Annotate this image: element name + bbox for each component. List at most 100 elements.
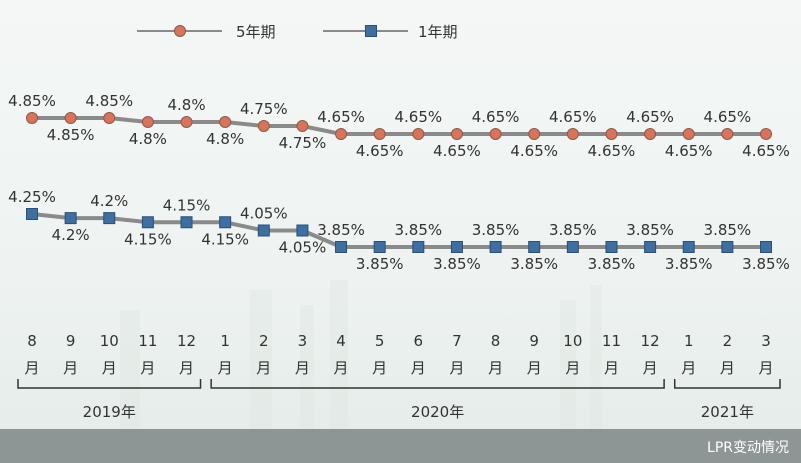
- month-unit-1: 月: [63, 359, 78, 377]
- series-1-label-1: 4.2%: [52, 226, 90, 244]
- month-unit-15: 月: [604, 359, 619, 377]
- series-1-point-10: [412, 241, 425, 253]
- series-1-label-2: 4.2%: [90, 192, 128, 210]
- series-1-label-19: 3.85%: [742, 255, 790, 273]
- month-unit-6: 月: [256, 359, 271, 377]
- series-0-label-6: 4.75%: [240, 100, 288, 118]
- month-number-8: 4: [336, 332, 346, 350]
- series-0-label-18: 4.65%: [704, 108, 752, 126]
- legend-marker-1: [365, 25, 377, 37]
- year-label-1: 2020年: [411, 403, 464, 421]
- series-0-point-12: [489, 128, 502, 140]
- series-0-label-11: 4.65%: [433, 142, 481, 160]
- series-0-point-10: [412, 128, 425, 140]
- series-0-label-17: 4.65%: [665, 142, 713, 160]
- series-1-label-3: 4.15%: [124, 230, 172, 248]
- month-unit-3: 月: [140, 359, 155, 377]
- month-unit-19: 月: [758, 359, 773, 377]
- year-label-0: 2019年: [83, 403, 136, 421]
- series-1-point-12: [489, 241, 502, 253]
- series-0-label-10: 4.65%: [394, 108, 442, 126]
- series-1-point-15: [605, 241, 618, 253]
- series-1-point-0: [26, 208, 38, 220]
- series-1-label-17: 3.85%: [665, 255, 713, 273]
- background-building-2: [330, 280, 348, 430]
- series-1-point-18: [721, 241, 734, 253]
- series-0-point-17: [682, 128, 695, 140]
- series-1-point-6: [257, 224, 270, 237]
- month-number-5: 1: [220, 332, 230, 350]
- month-number-10: 6: [414, 332, 424, 350]
- month-number-16: 12: [641, 332, 660, 350]
- series-0-point-6: [257, 120, 270, 132]
- background-building-0: [250, 290, 272, 430]
- month-unit-18: 月: [720, 359, 735, 377]
- series-0-label-19: 4.65%: [742, 142, 790, 160]
- series-0-label-8: 4.65%: [317, 108, 365, 126]
- month-number-13: 9: [529, 332, 539, 350]
- series-0-point-2: [103, 112, 116, 124]
- year-bracket-2: [673, 379, 781, 389]
- series-0-label-16: 4.65%: [626, 108, 674, 126]
- caption-bar: LPR变动情况: [0, 429, 801, 463]
- month-unit-2: 月: [102, 359, 117, 377]
- month-number-19: 3: [761, 332, 771, 350]
- month-number-7: 3: [298, 332, 308, 350]
- series-1-point-3: [141, 216, 154, 229]
- series-1-label-0: 4.25%: [8, 188, 56, 206]
- series-1-point-7: [296, 224, 309, 237]
- background-building-4: [590, 285, 602, 430]
- month-number-4: 12: [177, 332, 196, 350]
- series-0-point-18: [721, 128, 734, 140]
- series-1-point-17: [682, 241, 695, 253]
- month-unit-14: 月: [565, 359, 580, 377]
- month-unit-9: 月: [372, 359, 387, 377]
- series-0-label-2: 4.85%: [85, 92, 133, 110]
- series-0-point-0: [26, 112, 38, 124]
- legend-marker-0: [174, 25, 186, 37]
- series-1-point-4: [180, 216, 193, 229]
- series-0-point-8: [335, 128, 348, 140]
- month-number-6: 2: [259, 332, 269, 350]
- series-1-label-14: 3.85%: [549, 221, 597, 239]
- series-0-label-12: 4.65%: [472, 108, 520, 126]
- year-bracket-0: [17, 379, 202, 389]
- series-0-label-5: 4.8%: [206, 130, 244, 148]
- series-line-0: [32, 116, 766, 136]
- month-unit-5: 月: [218, 359, 233, 377]
- series-1-label-16: 3.85%: [626, 221, 674, 239]
- series-1-point-19: [760, 241, 772, 253]
- series-1-point-8: [335, 241, 348, 253]
- month-unit-8: 月: [334, 359, 349, 377]
- series-0-point-4: [180, 116, 193, 128]
- series-1-label-13: 3.85%: [510, 255, 558, 273]
- series-0-point-13: [528, 128, 541, 140]
- month-unit-11: 月: [449, 359, 464, 377]
- series-line-1: [31, 212, 766, 249]
- series-0-point-5: [219, 116, 232, 128]
- series-1-label-10: 3.85%: [394, 221, 442, 239]
- series-0-point-3: [141, 116, 154, 128]
- series-0-point-15: [605, 128, 618, 140]
- month-unit-7: 月: [295, 359, 310, 377]
- series-1-label-4: 4.15%: [163, 196, 211, 214]
- series-0-label-3: 4.8%: [129, 130, 167, 148]
- month-unit-12: 月: [488, 359, 503, 377]
- month-number-1: 9: [66, 332, 76, 350]
- series-1-label-6: 4.05%: [240, 205, 288, 223]
- series-1-label-18: 3.85%: [704, 221, 752, 239]
- series-0-point-1: [64, 112, 77, 124]
- year-label-2: 2021年: [701, 403, 754, 421]
- month-unit-10: 月: [411, 359, 426, 377]
- series-1-label-15: 3.85%: [588, 255, 636, 273]
- series-0-point-7: [296, 120, 309, 132]
- legend-label-0: 5年期: [236, 23, 276, 41]
- month-unit-17: 月: [681, 359, 696, 377]
- month-number-15: 11: [602, 332, 621, 350]
- series-1-label-8: 3.85%: [317, 221, 365, 239]
- month-number-18: 2: [723, 332, 733, 350]
- series-1-point-14: [566, 241, 579, 253]
- series-0-point-11: [450, 128, 463, 140]
